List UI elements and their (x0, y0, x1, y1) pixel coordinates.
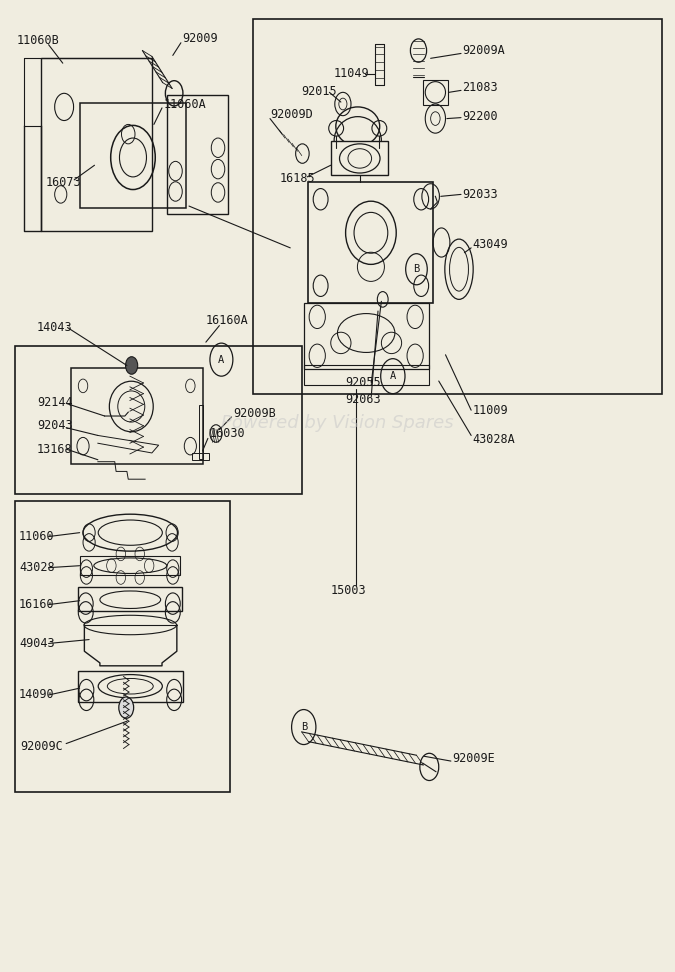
Text: 16185: 16185 (280, 172, 316, 186)
Bar (331, 141, 388, 175)
Text: 14043: 14043 (37, 321, 73, 334)
Text: 14090: 14090 (19, 688, 55, 702)
Bar (304, 303, 429, 369)
Text: 16030: 16030 (209, 427, 245, 440)
Bar (78, 587, 182, 611)
Text: 16073: 16073 (46, 176, 82, 190)
Text: 92043: 92043 (37, 419, 73, 433)
Text: 16160A: 16160A (206, 314, 248, 328)
Text: 11060: 11060 (19, 530, 55, 543)
Text: 21083: 21083 (462, 81, 498, 94)
Text: 11060A: 11060A (163, 97, 206, 111)
Text: 43049: 43049 (472, 238, 508, 252)
Text: 43028: 43028 (19, 561, 55, 574)
Text: A: A (389, 371, 396, 381)
Bar (253, 19, 662, 394)
Text: 92055: 92055 (346, 376, 381, 390)
Text: 92009A: 92009A (462, 44, 505, 57)
Text: 11049: 11049 (334, 67, 370, 81)
Text: 15003: 15003 (331, 583, 367, 597)
Text: 92009C: 92009C (20, 740, 63, 753)
Bar (80, 103, 186, 208)
Bar (423, 80, 448, 105)
Text: 92015: 92015 (302, 85, 338, 98)
Bar (71, 368, 202, 464)
Text: 43028A: 43028A (472, 433, 515, 446)
Text: 92033: 92033 (462, 188, 498, 201)
Text: A: A (218, 355, 225, 364)
Bar (304, 365, 429, 385)
Circle shape (119, 697, 134, 718)
Text: Powered by Vision Spares: Powered by Vision Spares (221, 414, 454, 432)
Text: 16160: 16160 (19, 598, 55, 611)
Bar (78, 671, 183, 702)
Text: 92009B: 92009B (233, 406, 275, 420)
Text: 49043: 49043 (19, 637, 55, 650)
Text: 92009E: 92009E (452, 751, 495, 765)
Bar (15, 346, 302, 494)
Bar (15, 501, 230, 792)
Bar (308, 182, 433, 303)
Bar (199, 405, 202, 459)
Text: 92009D: 92009D (270, 108, 313, 122)
Text: 11009: 11009 (472, 403, 508, 417)
Bar (80, 556, 180, 575)
Text: 92200: 92200 (462, 110, 498, 123)
Bar (167, 95, 228, 214)
Text: B: B (300, 722, 307, 732)
Bar (192, 453, 209, 460)
Circle shape (126, 357, 138, 374)
Text: 11060B: 11060B (17, 34, 59, 48)
Text: 92144: 92144 (37, 396, 73, 409)
Bar (40, 58, 152, 231)
Text: 13168: 13168 (37, 442, 73, 456)
Text: 92009: 92009 (182, 32, 218, 46)
Text: B: B (413, 264, 420, 274)
Text: 92063: 92063 (346, 393, 381, 406)
